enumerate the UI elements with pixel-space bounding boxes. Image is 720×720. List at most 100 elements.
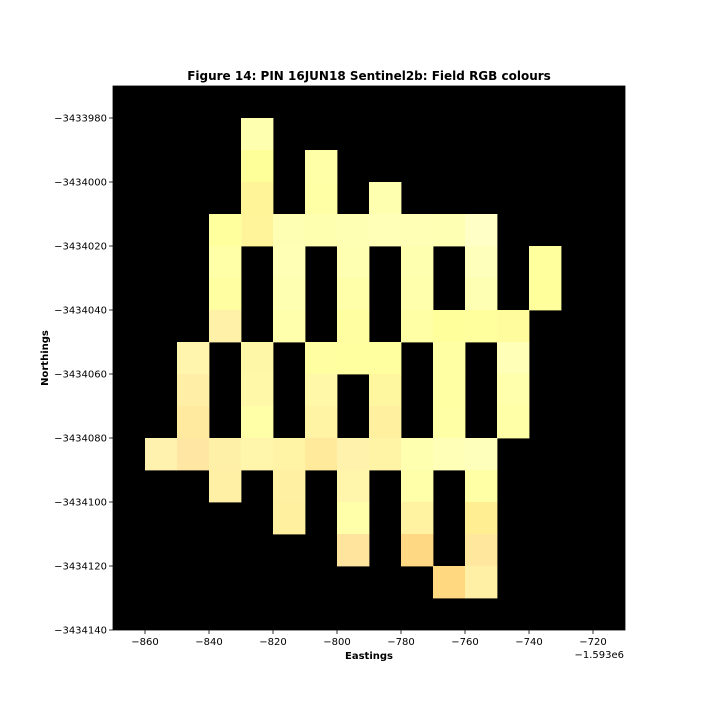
pixel-cell [305, 182, 338, 215]
pixel-cell [273, 246, 306, 279]
pixel-cell [401, 438, 434, 471]
y-tick-label: −3434120 [54, 562, 107, 573]
pixel-cell [433, 374, 466, 407]
pixel-cell [369, 374, 402, 407]
plot-frame [112, 85, 626, 631]
pixel-cell [273, 502, 306, 535]
y-tick-label: −3434000 [54, 178, 107, 189]
pixel-cell [177, 374, 210, 407]
pixel-cell [241, 182, 274, 215]
pixel-cell [401, 246, 434, 279]
pixel-cell [401, 502, 434, 535]
pixel-cell [305, 214, 338, 247]
pixel-cell [177, 342, 210, 375]
pixel-cell [241, 342, 274, 375]
x-tick-label: −760 [451, 637, 478, 648]
pixel-cell [529, 246, 562, 279]
pixel-cell [369, 214, 402, 247]
pixel-cell [465, 566, 498, 599]
pixel-cell [241, 438, 274, 471]
x-tick-label: −720 [579, 637, 606, 648]
y-tick-label: −3434140 [54, 626, 107, 637]
pixel-cell [177, 438, 210, 471]
pixel-cell [209, 470, 242, 503]
pixel-cell [433, 406, 466, 439]
y-tick-label: −3434100 [54, 498, 107, 509]
pixel-cell [337, 438, 370, 471]
pixel-cell [337, 214, 370, 247]
x-axis: −860 −840 −820 −800 −780 −760 −740 −720 [131, 630, 607, 648]
y-tick-label: −3434020 [54, 242, 107, 253]
pixel-cell [273, 470, 306, 503]
chart-title: Figure 14: PIN 16JUN18 Sentinel2b: Field… [187, 69, 551, 83]
pixel-cell [337, 534, 370, 567]
y-tick-label: −3433980 [54, 114, 107, 125]
pixel-cell [465, 438, 498, 471]
pixel-cell [529, 278, 562, 311]
pixel-cell [241, 406, 274, 439]
pixel-cell [369, 182, 402, 215]
pixel-cell [209, 438, 242, 471]
pixel-cell [433, 214, 466, 247]
pixel-cell [273, 310, 306, 343]
pixel-cell [433, 566, 466, 599]
pixel-cell [465, 214, 498, 247]
x-axis-label: Eastings [345, 651, 393, 662]
y-axis-label: Northings [40, 330, 51, 386]
x-tick-label: −840 [195, 637, 222, 648]
pixel-cell [273, 438, 306, 471]
x-offset-label: −1.593e6 [574, 650, 624, 661]
pixel-cell [465, 470, 498, 503]
pixel-cell [241, 374, 274, 407]
pixel-cell [337, 246, 370, 279]
pixel-cell [465, 246, 498, 279]
pixel-cell [465, 310, 498, 343]
plot-area [112, 85, 626, 631]
pixel-cell [145, 438, 178, 471]
pixel-cell [209, 310, 242, 343]
pixel-cell [337, 342, 370, 375]
x-tick-label: −800 [323, 637, 350, 648]
pixel-cell [401, 214, 434, 247]
x-tick-label: −860 [131, 637, 158, 648]
y-axis: −3433980 −3434000 −3434020 −3434040 −3434060… [54, 114, 113, 637]
pixel-cell [465, 278, 498, 311]
pixel-cell [337, 502, 370, 535]
y-tick-label: −3434040 [54, 306, 107, 317]
x-tick-label: −740 [515, 637, 542, 648]
x-tick-label: −780 [387, 637, 414, 648]
pixel-cell [209, 278, 242, 311]
pixel-cell [241, 118, 274, 151]
pixel-cell [337, 278, 370, 311]
pixel-cell [305, 342, 338, 375]
pixel-cell [497, 406, 530, 439]
pixel-cell [369, 438, 402, 471]
y-tick-label: −3434080 [54, 434, 107, 445]
pixel-cell [433, 310, 466, 343]
pixel-cell [273, 214, 306, 247]
pixel-cell [209, 214, 242, 247]
pixel-cell [305, 406, 338, 439]
pixel-cell [305, 150, 338, 183]
pixel-cell [401, 278, 434, 311]
pixel-cell [401, 534, 434, 567]
pixel-cell [177, 406, 210, 439]
pixel-cell [369, 342, 402, 375]
pixel-cell [241, 150, 274, 183]
pixel-cell [337, 310, 370, 343]
pixel-cell [465, 534, 498, 567]
pixel-cell [497, 342, 530, 375]
pixel-cell [465, 502, 498, 535]
pixel-cell [209, 246, 242, 279]
pixel-cell [305, 374, 338, 407]
pixel-cell [241, 214, 274, 247]
pixel-cell [305, 438, 338, 471]
pixel-cell [433, 438, 466, 471]
pixel-cell [337, 470, 370, 503]
pixel-cell [497, 310, 530, 343]
x-tick-label: −820 [259, 637, 286, 648]
y-tick-label: −3434060 [54, 370, 107, 381]
pixel-cell [433, 342, 466, 375]
pixel-cell [401, 310, 434, 343]
